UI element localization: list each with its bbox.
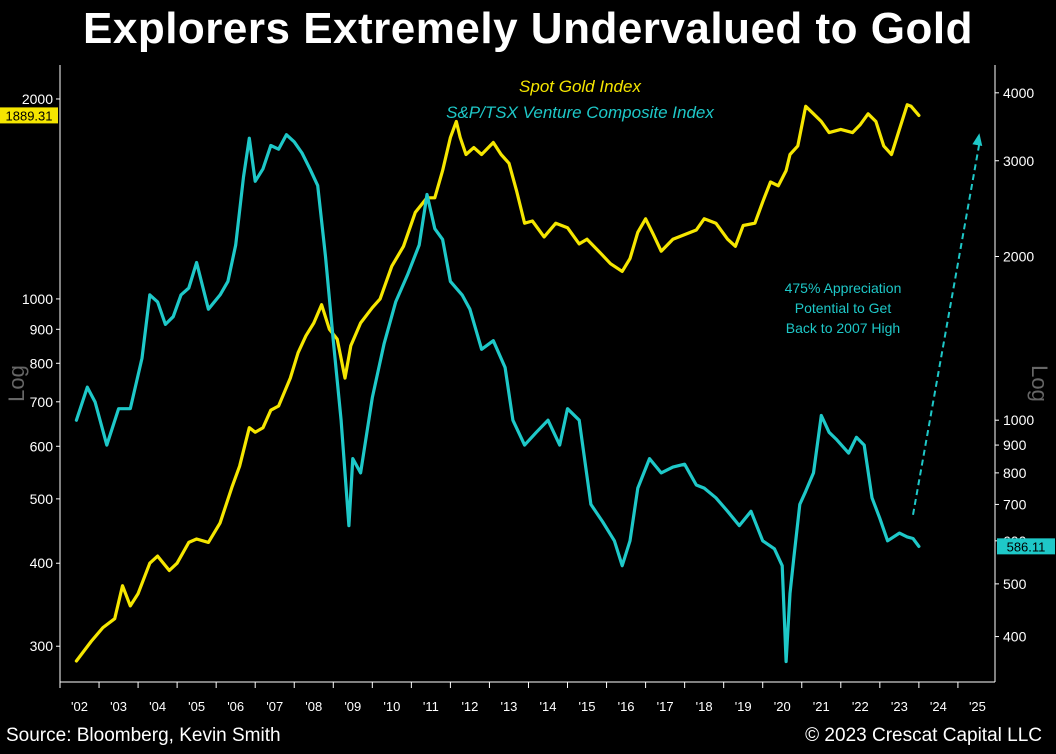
- copyright-text: © 2023 Crescat Capital LLC: [805, 725, 1042, 746]
- right-tick-label: 700: [1003, 496, 1027, 512]
- annotation-line: 475% Appreciation: [785, 280, 902, 296]
- left-tick-label: 700: [30, 394, 54, 410]
- x-tick-label: '05: [188, 699, 205, 714]
- x-tick-label: '04: [149, 699, 166, 714]
- left-tick-label: 1000: [22, 291, 53, 307]
- x-tick-label: '19: [735, 699, 752, 714]
- x-tick-label: '02: [71, 699, 88, 714]
- right-tick-label: 800: [1003, 465, 1027, 481]
- right-tick-label: 500: [1003, 576, 1027, 592]
- left-tick-label: 500: [30, 491, 54, 507]
- left-axis-label: Log: [4, 365, 29, 402]
- x-tick-label: '24: [930, 699, 947, 714]
- x-tick-label: '13: [500, 699, 517, 714]
- venture-series-line: [74, 133, 921, 664]
- projection-arrow-head: [972, 133, 983, 146]
- x-tick-label: '25: [969, 699, 986, 714]
- x-tick-label: '09: [344, 699, 361, 714]
- right-axis-label: Log: [1027, 365, 1052, 402]
- left-tick-label: 800: [30, 355, 54, 371]
- x-tick-label: '10: [383, 699, 400, 714]
- x-tick-label: '18: [696, 699, 713, 714]
- x-tick-label: '21: [813, 699, 830, 714]
- left-tick-label: 400: [30, 555, 54, 571]
- axes-layer: 3004005006007008009001000200040050060070…: [4, 65, 1052, 714]
- label-layer: Spot Gold Index S&P/TSX Venture Composite…: [0, 77, 1055, 555]
- chart-title: Explorers Extremely Undervalued to Gold: [83, 4, 973, 53]
- series-layer: [74, 103, 921, 664]
- gold-last-value-label: 1889.31: [6, 108, 53, 123]
- right-tick-label: 1000: [1003, 412, 1034, 428]
- annotation-line: Back to 2007 High: [786, 320, 900, 336]
- right-tick-label: 900: [1003, 437, 1027, 453]
- venture-last-value-label: 586.11: [1007, 539, 1046, 554]
- right-tick-label: 2000: [1003, 249, 1034, 265]
- left-tick-label: 2000: [22, 91, 53, 107]
- gold-last-value-label-box: [0, 107, 58, 124]
- x-tick-label: '12: [461, 699, 478, 714]
- x-tick-label: '08: [305, 699, 322, 714]
- x-tick-label: '14: [540, 699, 557, 714]
- x-tick-label: '17: [657, 699, 674, 714]
- x-tick-label: '06: [227, 699, 244, 714]
- x-tick-label: '11: [423, 699, 439, 714]
- x-tick-label: '16: [618, 699, 635, 714]
- x-tick-label: '22: [852, 699, 869, 714]
- legend-gold: Spot Gold Index: [519, 77, 641, 96]
- x-tick-label: '15: [579, 699, 596, 714]
- venture-last-value-label-box: [997, 538, 1055, 555]
- right-tick-label: 4000: [1003, 85, 1034, 101]
- right-tick-label: 400: [1003, 629, 1027, 645]
- left-tick-label: 600: [30, 438, 54, 454]
- x-tick-label: '20: [774, 699, 791, 714]
- right-tick-label: 3000: [1003, 153, 1034, 169]
- annotation-line: Potential to Get: [795, 300, 892, 316]
- gold-series-line: [74, 103, 921, 663]
- left-tick-label: 900: [30, 321, 54, 337]
- legend-venture: S&P/TSX Venture Composite Index: [446, 103, 714, 122]
- x-tick-label: '23: [891, 699, 908, 714]
- left-tick-label: 300: [30, 638, 54, 654]
- source-text: Source: Bloomberg, Kevin Smith: [6, 725, 281, 746]
- x-tick-label: '03: [110, 699, 127, 714]
- projection-arrow-line: [912, 143, 981, 515]
- x-tick-label: '07: [266, 699, 283, 714]
